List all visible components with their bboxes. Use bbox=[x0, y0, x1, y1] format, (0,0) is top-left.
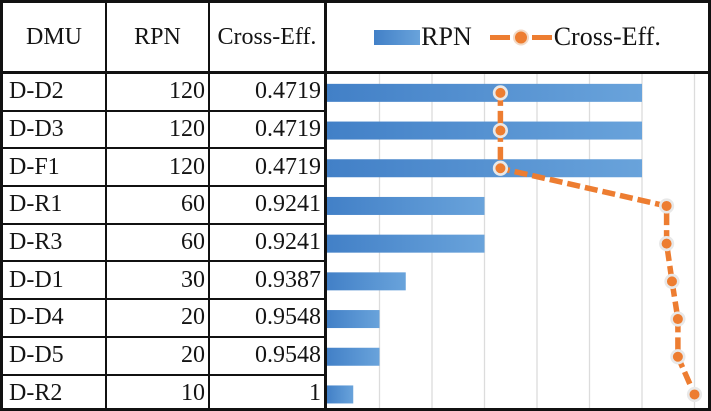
crosseff-cell: 0.4719 bbox=[255, 116, 321, 143]
rpn-bar bbox=[327, 121, 642, 140]
rpn-cell: 20 bbox=[107, 300, 210, 336]
table-row: D-F1 120 0.4719 bbox=[3, 149, 324, 188]
crosseff-marker bbox=[492, 85, 509, 101]
rpn-bar bbox=[327, 196, 485, 215]
rpn-cell: 20 bbox=[107, 337, 210, 374]
dmu-cell: D-D3 bbox=[3, 111, 107, 148]
dmu-cell: D-D5 bbox=[3, 337, 107, 374]
rpn-cell: 60 bbox=[107, 187, 210, 223]
rpn-bar bbox=[327, 347, 380, 366]
dmu-cell: D-D4 bbox=[3, 300, 107, 336]
crosseff-marker bbox=[659, 198, 675, 214]
rpn-cell: 60 bbox=[107, 224, 210, 261]
crosseff-cell: 0.9241 bbox=[255, 229, 321, 256]
rpn-cell: 120 bbox=[107, 149, 210, 186]
header-rpn: RPN bbox=[107, 3, 210, 71]
rpn-cell: 30 bbox=[107, 262, 210, 299]
header-crosseff: Cross-Eff. bbox=[217, 23, 317, 50]
rpn-bar bbox=[327, 310, 380, 329]
legend-crosseff-label: Cross-Eff. bbox=[553, 22, 661, 51]
crosseff-marker bbox=[659, 236, 675, 252]
chart-legend: RPN Cross-Eff. bbox=[327, 3, 708, 74]
dmu-cell: D-R1 bbox=[3, 187, 107, 223]
table-row: D-D2 120 0.4719 bbox=[3, 74, 324, 112]
legend-rpn-label: RPN bbox=[421, 22, 472, 51]
crosseff-marker bbox=[492, 122, 509, 139]
rpn-cell: 120 bbox=[107, 111, 210, 148]
table-row: D-D4 20 0.9548 bbox=[3, 300, 324, 338]
crosseff-cell: 0.9387 bbox=[255, 266, 321, 293]
crosseff-cell: 0.9241 bbox=[255, 191, 321, 218]
crosseff-cell: 1 bbox=[309, 379, 321, 406]
rpn-bar bbox=[327, 272, 406, 291]
table-body: D-D2 120 0.4719 D-D3 120 0.4719 D-F1 120… bbox=[3, 74, 324, 408]
dmu-cell: D-D1 bbox=[3, 262, 107, 299]
table-row: D-D1 30 0.9387 bbox=[3, 262, 324, 301]
table-row: D-D5 20 0.9548 bbox=[3, 337, 324, 376]
table-header-row: DMU RPN Cross-Eff. bbox=[3, 3, 324, 74]
rpn-bar-swatch-icon bbox=[374, 29, 421, 45]
chart-panel: RPN Cross-Eff. bbox=[327, 3, 708, 408]
crosseff-cell: 0.9548 bbox=[255, 304, 321, 331]
crosseff-line-swatch-icon bbox=[489, 29, 552, 45]
crosseff-marker bbox=[664, 273, 680, 289]
rpn-bar bbox=[327, 83, 642, 102]
crosseff-line bbox=[497, 92, 698, 396]
data-table: DMU RPN Cross-Eff. D-D2 120 0.4719 D-D3 … bbox=[3, 3, 327, 408]
crosseff-marker bbox=[492, 160, 509, 176]
legend-item-rpn: RPN bbox=[374, 22, 472, 52]
table-row: D-R1 60 0.9241 bbox=[3, 187, 324, 225]
dmu-cell: D-D2 bbox=[3, 74, 107, 110]
crosseff-cell: 0.4719 bbox=[255, 78, 321, 105]
crosseff-marker bbox=[670, 349, 686, 365]
crosseff-marker bbox=[686, 386, 703, 403]
dmu-cell: D-F1 bbox=[3, 149, 107, 186]
chart-plot bbox=[327, 74, 703, 408]
crosseff-cell: 0.9548 bbox=[255, 342, 321, 369]
crosseff-cell: 0.4719 bbox=[255, 153, 321, 180]
table-row: D-D3 120 0.4719 bbox=[3, 111, 324, 150]
dmu-cell: D-R2 bbox=[3, 375, 107, 408]
rpn-cell: 10 bbox=[107, 375, 210, 408]
table-row: D-R2 10 1 bbox=[3, 375, 324, 408]
rpn-bar bbox=[327, 159, 642, 178]
rpn-bar bbox=[327, 385, 354, 404]
plot-area bbox=[327, 74, 708, 408]
dmu-cell: D-R3 bbox=[3, 224, 107, 261]
rpn-bar bbox=[327, 234, 485, 253]
header-dmu: DMU bbox=[3, 3, 107, 71]
rpn-cell: 120 bbox=[107, 74, 210, 110]
legend-item-crosseff: Cross-Eff. bbox=[489, 22, 661, 52]
crosseff-marker bbox=[670, 311, 686, 327]
table-row: D-R3 60 0.9241 bbox=[3, 224, 324, 263]
